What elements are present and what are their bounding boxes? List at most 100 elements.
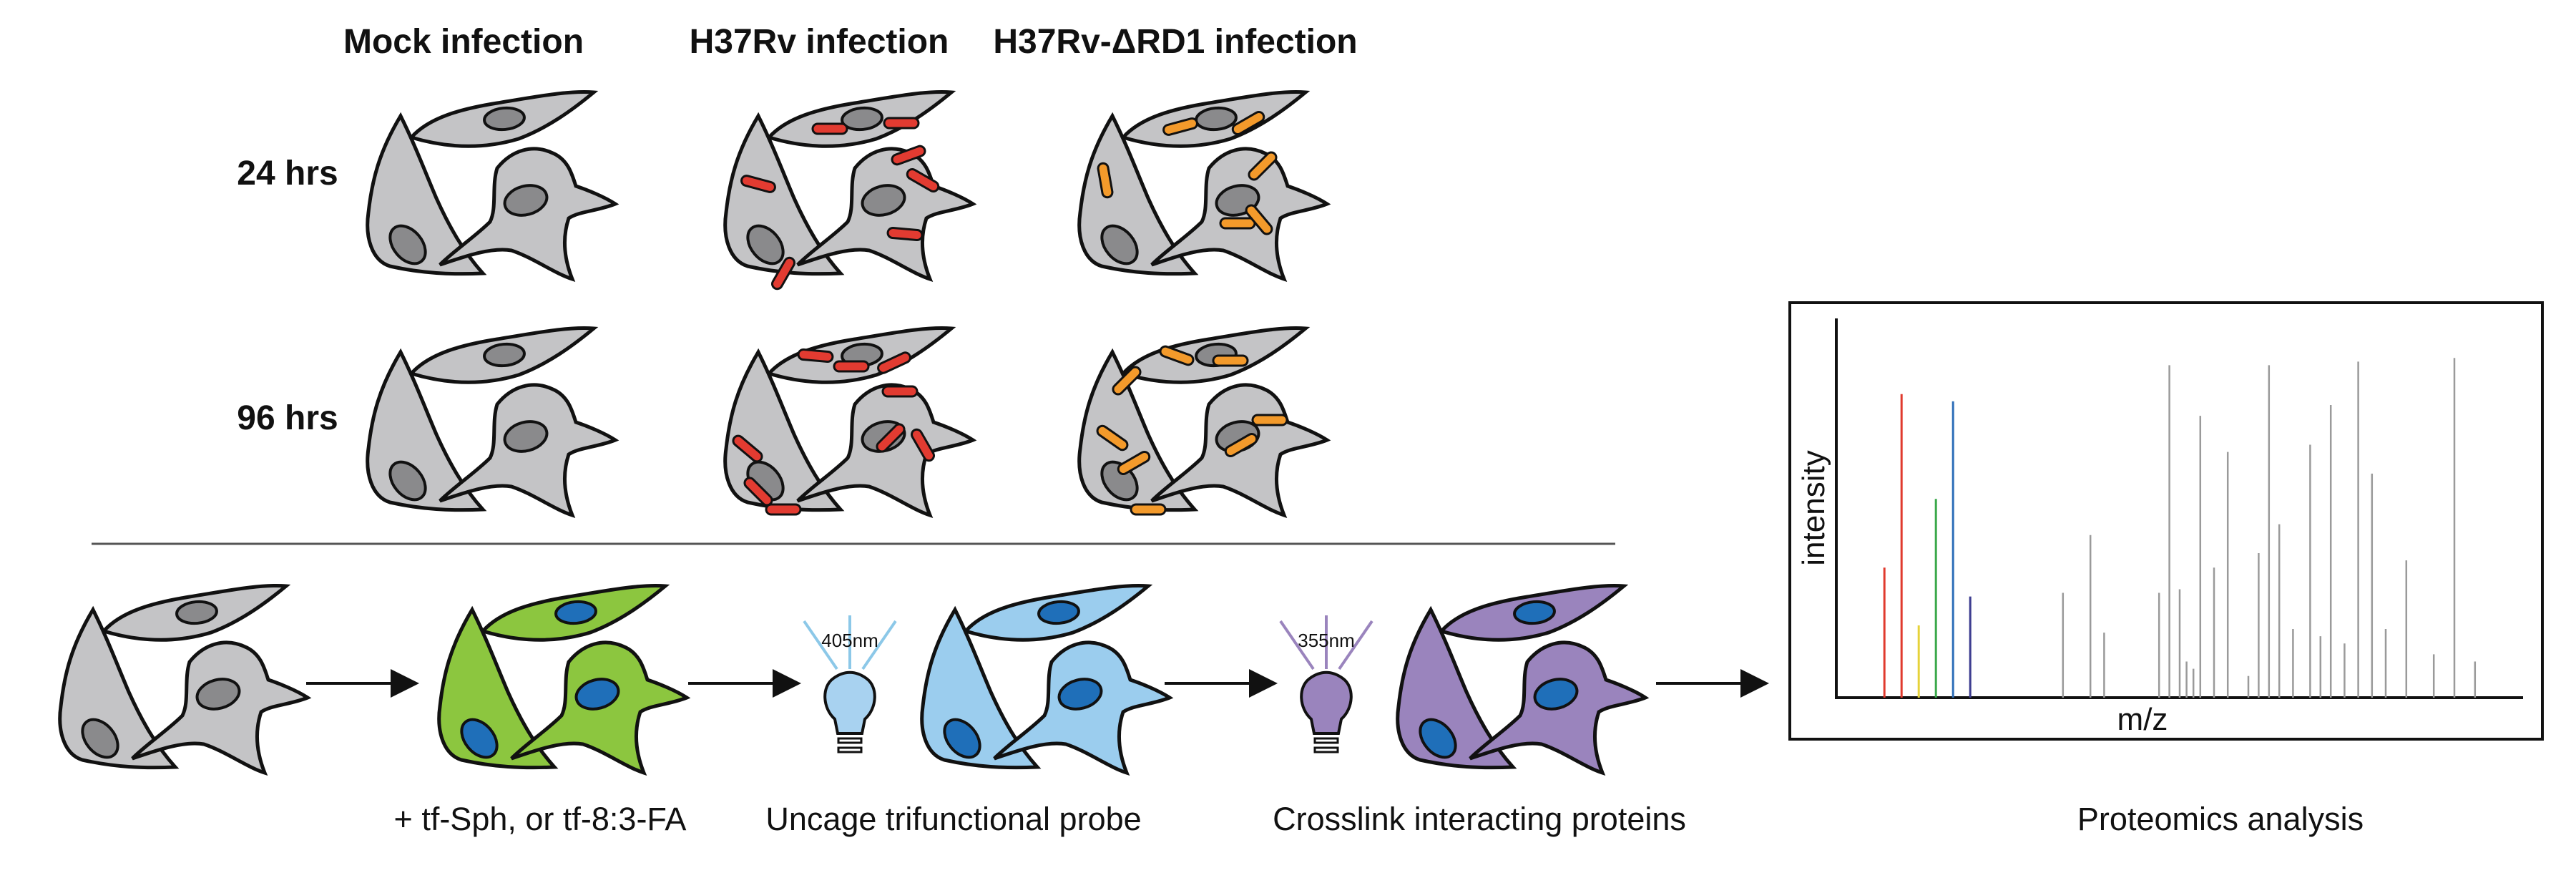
beam-405-right: [861, 620, 897, 670]
bacterium: [797, 348, 834, 363]
cell-nucleus: [861, 184, 906, 217]
bacterium: [1130, 503, 1167, 516]
bacterium: [833, 360, 870, 373]
cluster-mock-24h: [368, 92, 615, 279]
cell: [411, 92, 594, 146]
cell-nucleus: [460, 718, 499, 759]
bacterium: [906, 168, 940, 192]
cell: [368, 116, 483, 274]
bacterium: [876, 423, 906, 453]
spectrum-frame: [1788, 301, 2544, 741]
cell: [511, 643, 687, 773]
beam-405-left: [803, 620, 838, 670]
cell-nucleus: [483, 342, 526, 368]
cell: [1441, 585, 1624, 640]
bacterium: [1219, 217, 1256, 230]
bulb-base-355: [1313, 737, 1339, 744]
cell: [440, 385, 615, 515]
cell: [1123, 328, 1306, 382]
cell: [132, 643, 308, 773]
cell: [439, 610, 554, 768]
header-h37rv-drd1-infection: H37Rv-ΔRD1 infection: [993, 23, 1357, 61]
cell-nucleus: [503, 184, 549, 217]
bacterium: [1245, 204, 1273, 235]
timepoint-24-hrs: 24 hrs: [237, 155, 338, 192]
cell-nucleus: [1100, 224, 1139, 265]
bacterium: [877, 351, 911, 374]
cell-nucleus: [175, 600, 218, 625]
bacterium: [1251, 414, 1288, 426]
beam-355-right: [1338, 620, 1373, 670]
cell-nucleus: [841, 106, 883, 132]
bacterium: [811, 122, 848, 135]
bacterium: [1224, 433, 1258, 457]
light-sources: 405nm 355nm: [803, 615, 1373, 753]
cell: [483, 585, 665, 640]
cell-nucleus: [388, 224, 427, 265]
caption-probe-addition: + tf-Sph, or tf-8:3-FA: [394, 801, 687, 837]
cell-nucleus: [388, 460, 427, 502]
cell: [1398, 610, 1513, 768]
condition-headers: Mock infection H37Rv infection H37Rv-ΔRD…: [237, 23, 1357, 437]
bacterium: [883, 117, 920, 130]
bacterium: [1096, 424, 1129, 452]
bacterium: [732, 434, 763, 463]
spectrum-peaks: [1883, 358, 2477, 698]
cell-nucleus: [483, 106, 526, 132]
cell: [1079, 116, 1195, 274]
cell: [60, 610, 175, 768]
bacterium: [1159, 345, 1195, 366]
bacterium: [911, 428, 935, 462]
cell-nucleus: [81, 718, 119, 759]
cluster-drd1-24h: [1079, 92, 1327, 279]
spectrum-ylabel: intensity: [1796, 450, 1831, 565]
cluster-drd1-96h: [1079, 328, 1327, 515]
bacterium: [1112, 366, 1142, 396]
cluster-h37rv-24h: [725, 92, 973, 291]
wavelength-355-label: 355nm: [1298, 630, 1355, 651]
cell: [769, 328, 951, 382]
cell: [725, 116, 841, 274]
bacterium: [1162, 117, 1198, 136]
bacterium: [1231, 111, 1265, 135]
spectrum-xlabel: m/z: [2117, 702, 2168, 737]
bacterium: [765, 503, 802, 516]
bacterium: [1212, 354, 1249, 367]
cluster-workflow-grey: [60, 585, 308, 773]
bacterium: [1248, 151, 1278, 181]
cell: [440, 149, 615, 279]
workflow-captions: + tf-Sph, or tf-8:3-FA Uncage trifunctio…: [394, 801, 2364, 837]
cell: [368, 352, 483, 510]
bulb-base-405: [837, 737, 863, 744]
caption-proteomics: Proteomics analysis: [2077, 801, 2364, 837]
bulb-base2-405: [837, 746, 863, 753]
bacterium: [1117, 451, 1151, 475]
cell-nucleus: [1419, 718, 1457, 759]
cell: [1470, 643, 1645, 773]
cluster-h37rv-96h: [725, 328, 973, 515]
header-h37rv-infection: H37Rv infection: [690, 23, 949, 61]
caption-crosslink: Crosslink interacting proteins: [1273, 801, 1686, 837]
caption-uncage-probe: Uncage trifunctional probe: [765, 801, 1141, 837]
cell-nucleus: [503, 420, 549, 453]
mass-spectrum-panel: m/z intensity: [1788, 301, 2544, 741]
cell-nucleus: [554, 600, 597, 625]
bacterium: [881, 385, 919, 398]
beam-355-left: [1279, 620, 1315, 670]
cluster-workflow-green: [439, 585, 687, 773]
bacterium: [1097, 162, 1114, 199]
cell: [1123, 92, 1306, 146]
cell: [994, 643, 1170, 773]
wavelength-405-label: 405nm: [821, 630, 878, 651]
cell: [411, 328, 594, 382]
cell-nucleus: [1513, 600, 1556, 625]
bacterium: [771, 256, 795, 291]
lightbulb-405-icon: [823, 670, 876, 735]
cell: [966, 585, 1148, 640]
cell-nucleus: [943, 718, 981, 759]
cluster-workflow-purple: [1398, 585, 1645, 773]
cell: [104, 585, 286, 640]
cluster-workflow-lightblue: [922, 585, 1170, 773]
cell-nucleus: [746, 224, 785, 265]
